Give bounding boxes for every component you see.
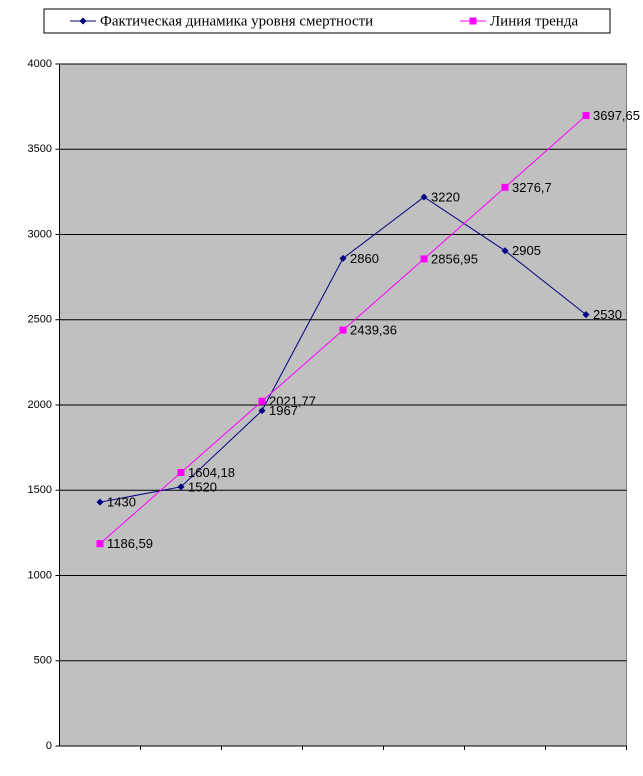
y-tick-label: 1000 [28, 569, 52, 581]
data-label: 2021,77 [269, 394, 316, 409]
data-point [258, 407, 266, 415]
y-tick-label: 3000 [28, 228, 52, 240]
data-label: 2905 [512, 243, 541, 258]
data-label: 1967 [269, 403, 298, 418]
data-label: 3276,7 [512, 180, 552, 195]
data-label: 1520 [188, 479, 217, 494]
legend-box [43, 8, 611, 34]
legend-marker [79, 17, 87, 25]
y-tick-label: 0 [46, 740, 52, 752]
data-label: 2856,95 [431, 251, 478, 266]
data-label: 2530 [593, 307, 622, 322]
data-label: 2439,36 [350, 323, 397, 338]
legend: Фактическая динамика уровня смертности Ли… [70, 13, 578, 29]
data-point [501, 247, 509, 255]
data-point [420, 255, 428, 263]
data-label: 2860 [350, 251, 379, 266]
data-point [177, 468, 185, 476]
y-tick-label: 2000 [28, 399, 52, 411]
data-point [339, 254, 347, 262]
legend-label: Линия тренда [490, 13, 578, 29]
data-point [420, 193, 428, 201]
data-point [96, 540, 104, 548]
legend-label: Фактическая динамика уровня смертности [100, 13, 373, 29]
data-label: 1430 [107, 495, 136, 510]
data-point [501, 183, 509, 191]
y-tick-label: 1500 [28, 484, 52, 496]
data-point [177, 483, 185, 491]
data-label: 3220 [431, 189, 460, 204]
data-point [339, 326, 347, 334]
data-point [258, 397, 266, 405]
y-tick-label: 4000 [28, 58, 52, 70]
data-point [582, 112, 590, 120]
data-label: 1604,18 [188, 465, 235, 480]
legend-marker [469, 17, 477, 25]
y-tick-label: 3500 [28, 143, 52, 155]
y-tick-label: 500 [34, 655, 52, 667]
data-label: 3697,65 [593, 108, 640, 123]
y-tick-label: 2500 [28, 314, 52, 326]
data-point [96, 498, 104, 506]
data-label: 1186,59 [107, 536, 153, 551]
data-point [582, 311, 590, 319]
